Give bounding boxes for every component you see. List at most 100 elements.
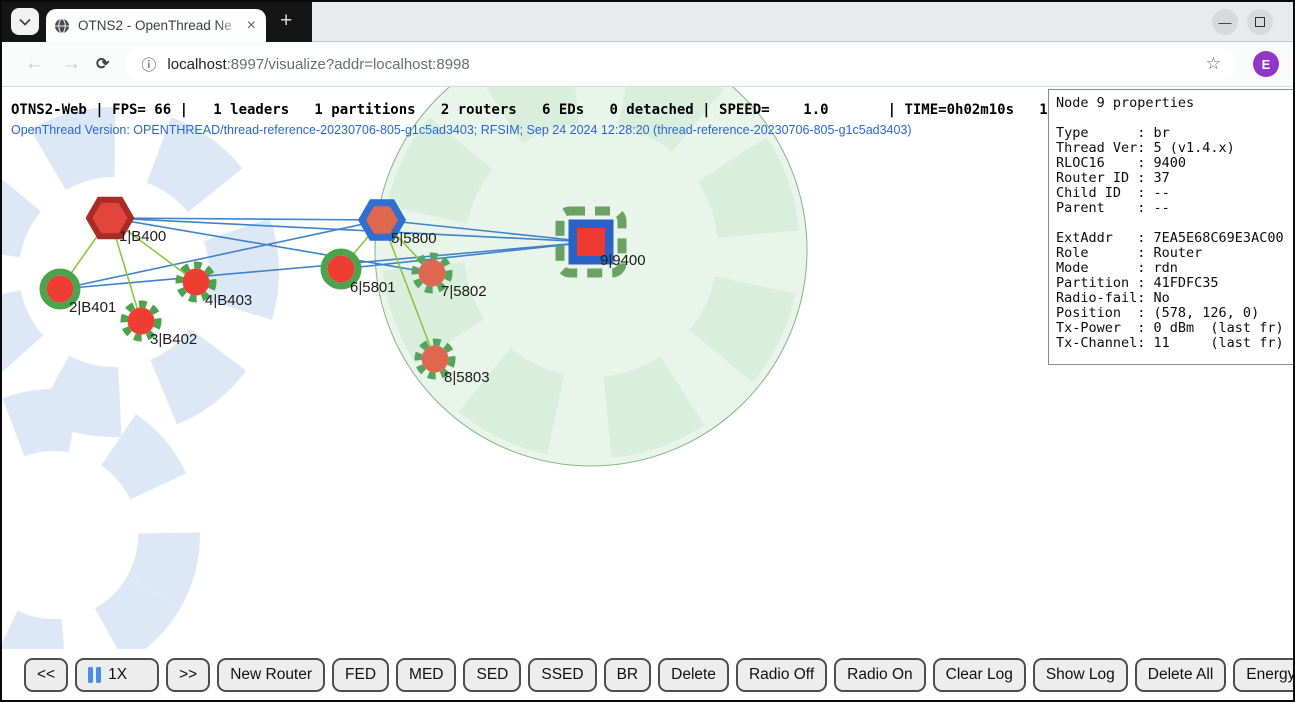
sed-button[interactable]: SED xyxy=(463,657,522,692)
delete-all-button[interactable]: Delete All xyxy=(1134,657,1227,692)
dashed-ring xyxy=(411,252,453,294)
partition-ring-blue xyxy=(2,389,200,649)
node-7[interactable]: 7|5802 xyxy=(411,252,487,300)
button-label: Delete All xyxy=(1147,665,1214,683)
square-node-shape xyxy=(577,228,605,256)
router-link xyxy=(109,217,433,274)
window-maximize-button[interactable] xyxy=(1247,9,1273,35)
node-label: 4|B403 xyxy=(205,292,252,309)
node-1[interactable]: 1|B400 xyxy=(85,196,166,245)
openthread-version-line: OpenThread Version: OPENTHREAD/thread-re… xyxy=(11,123,912,137)
circle-node-shape xyxy=(182,268,210,296)
radio-on-button[interactable]: Radio On xyxy=(834,657,926,692)
forward-button[interactable]: → xyxy=(62,53,81,74)
ssed-button[interactable]: SSED xyxy=(528,657,597,692)
node-8[interactable]: 8|5803 xyxy=(414,338,490,386)
router-link xyxy=(381,219,592,243)
pause-icon xyxy=(88,666,94,683)
node-2[interactable]: 2|B401 xyxy=(39,268,116,316)
dashed-ring xyxy=(120,300,162,342)
child-link xyxy=(381,219,436,360)
speed-down-button[interactable]: << xyxy=(24,657,69,692)
hexagon-node-shape xyxy=(357,199,407,241)
button-label: New Router xyxy=(230,665,313,683)
fed-button[interactable]: FED xyxy=(332,657,390,692)
node-label: 9|9400 xyxy=(600,252,646,269)
button-label: BR xyxy=(616,665,639,683)
window-minimize-button[interactable]: — xyxy=(1212,9,1238,35)
router-link xyxy=(109,217,383,221)
new-router-button[interactable]: New Router xyxy=(217,657,326,692)
speed-pause-button[interactable]: 1X xyxy=(75,657,160,692)
url-text[interactable]: localhost:8997/visualize?addr=localhost:… xyxy=(167,56,1197,73)
node-4[interactable]: 4|B403 xyxy=(175,261,252,309)
url-host: localhost xyxy=(167,55,227,73)
energy-stats-button[interactable]: Energy-stats ↗ xyxy=(1233,657,1293,692)
node-label: 2|B401 xyxy=(69,299,116,316)
simulator-status-line: OTNS2-Web | FPS= 66 | 1 leaders 1 partit… xyxy=(11,102,1124,118)
node-3[interactable]: 3|B402 xyxy=(120,300,197,348)
tab-close-icon[interactable]: × xyxy=(246,16,256,34)
button-label: Radio Off xyxy=(748,665,815,683)
solid-ring xyxy=(320,248,362,290)
browser-tab[interactable]: OTNS2 - OpenThread Ne × xyxy=(46,9,266,42)
browser-navbar: ← → ⟳ ⓘ localhost:8997/visualize?addr=lo… xyxy=(2,42,1293,87)
node-properties-body: Type : br Thread Ver: 5 (v1.4.x) RLOC16 … xyxy=(1056,125,1284,351)
button-label: << xyxy=(37,665,56,683)
button-label: Show Log xyxy=(1045,665,1115,683)
url-bar[interactable]: ⓘ localhost:8997/visualize?addr=localhos… xyxy=(125,48,1237,80)
show-log-button[interactable]: Show Log xyxy=(1032,657,1128,692)
button-label: MED xyxy=(409,665,444,683)
globe-favicon-icon xyxy=(55,17,69,34)
simulation-canvas-area: 1|B400 2|B401 3|B402 4|B403 5|5800 6|5801 7|58… xyxy=(2,87,1293,649)
radio-off-button[interactable]: Radio Off xyxy=(735,657,828,692)
button-label: Clear Log xyxy=(945,665,1013,683)
node-label: 3|B402 xyxy=(150,331,197,348)
node-label: 6|5801 xyxy=(350,279,396,296)
pause-icon xyxy=(96,666,102,683)
circle-node-shape xyxy=(418,259,446,287)
profile-avatar[interactable]: E xyxy=(1253,51,1279,77)
page-info-icon[interactable]: ⓘ xyxy=(141,56,157,74)
button-label: 1X xyxy=(108,665,128,683)
circle-node-shape xyxy=(127,307,155,335)
circle-node-shape xyxy=(421,345,449,373)
button-label: FED xyxy=(345,665,377,683)
node-label: 5|5800 xyxy=(391,230,437,247)
topology-canvas[interactable]: 1|B400 2|B401 3|B402 4|B403 5|5800 6|5801 7|58… xyxy=(2,87,1293,649)
router-link xyxy=(59,219,383,290)
chevron-down-icon xyxy=(19,18,31,26)
node-5[interactable]: 5|5800 xyxy=(357,199,437,247)
delete-button[interactable]: Delete xyxy=(658,657,729,692)
node-label: 7|5802 xyxy=(441,283,487,300)
url-path: :8997/visualize?addr=localhost:8998 xyxy=(226,55,470,73)
tab-title-fade xyxy=(216,16,242,40)
node-6[interactable]: 6|5801 xyxy=(320,248,396,296)
partition-ring-green xyxy=(382,87,800,459)
tab-search-button[interactable] xyxy=(11,8,39,35)
bookmark-star-icon[interactable]: ☆ xyxy=(1205,54,1221,73)
node-properties-title: Node 9 properties xyxy=(1056,95,1195,111)
selected-node-indicator xyxy=(555,206,627,278)
node-label: 1|B400 xyxy=(119,228,166,245)
back-button[interactable]: ← xyxy=(25,53,44,74)
speed-up-button[interactable]: >> xyxy=(166,657,211,692)
button-label: Radio On xyxy=(847,665,913,683)
clear-log-button[interactable]: Clear Log xyxy=(932,657,1026,692)
button-label: Delete xyxy=(671,665,716,683)
action-toolbar: << 1X >> New Router FED MED SED SSED BR Delete Rad… xyxy=(2,649,1293,700)
br-button[interactable]: BR xyxy=(603,657,652,692)
reload-button[interactable]: ⟳ xyxy=(96,56,110,73)
button-label: SSED xyxy=(541,665,584,683)
circle-node-shape xyxy=(327,255,355,283)
button-label: >> xyxy=(179,665,198,683)
dashed-ring xyxy=(175,261,217,303)
node-9[interactable]: 9|9400 xyxy=(555,206,646,278)
tab-title: OTNS2 - OpenThread Ne xyxy=(78,18,232,33)
router-link xyxy=(109,217,592,243)
radio-range-outline xyxy=(374,87,808,467)
tab-strip: OTNS2 - OpenThread Ne × + — xyxy=(2,2,1293,42)
med-button[interactable]: MED xyxy=(396,657,457,692)
new-tab-button[interactable]: + xyxy=(280,9,293,32)
